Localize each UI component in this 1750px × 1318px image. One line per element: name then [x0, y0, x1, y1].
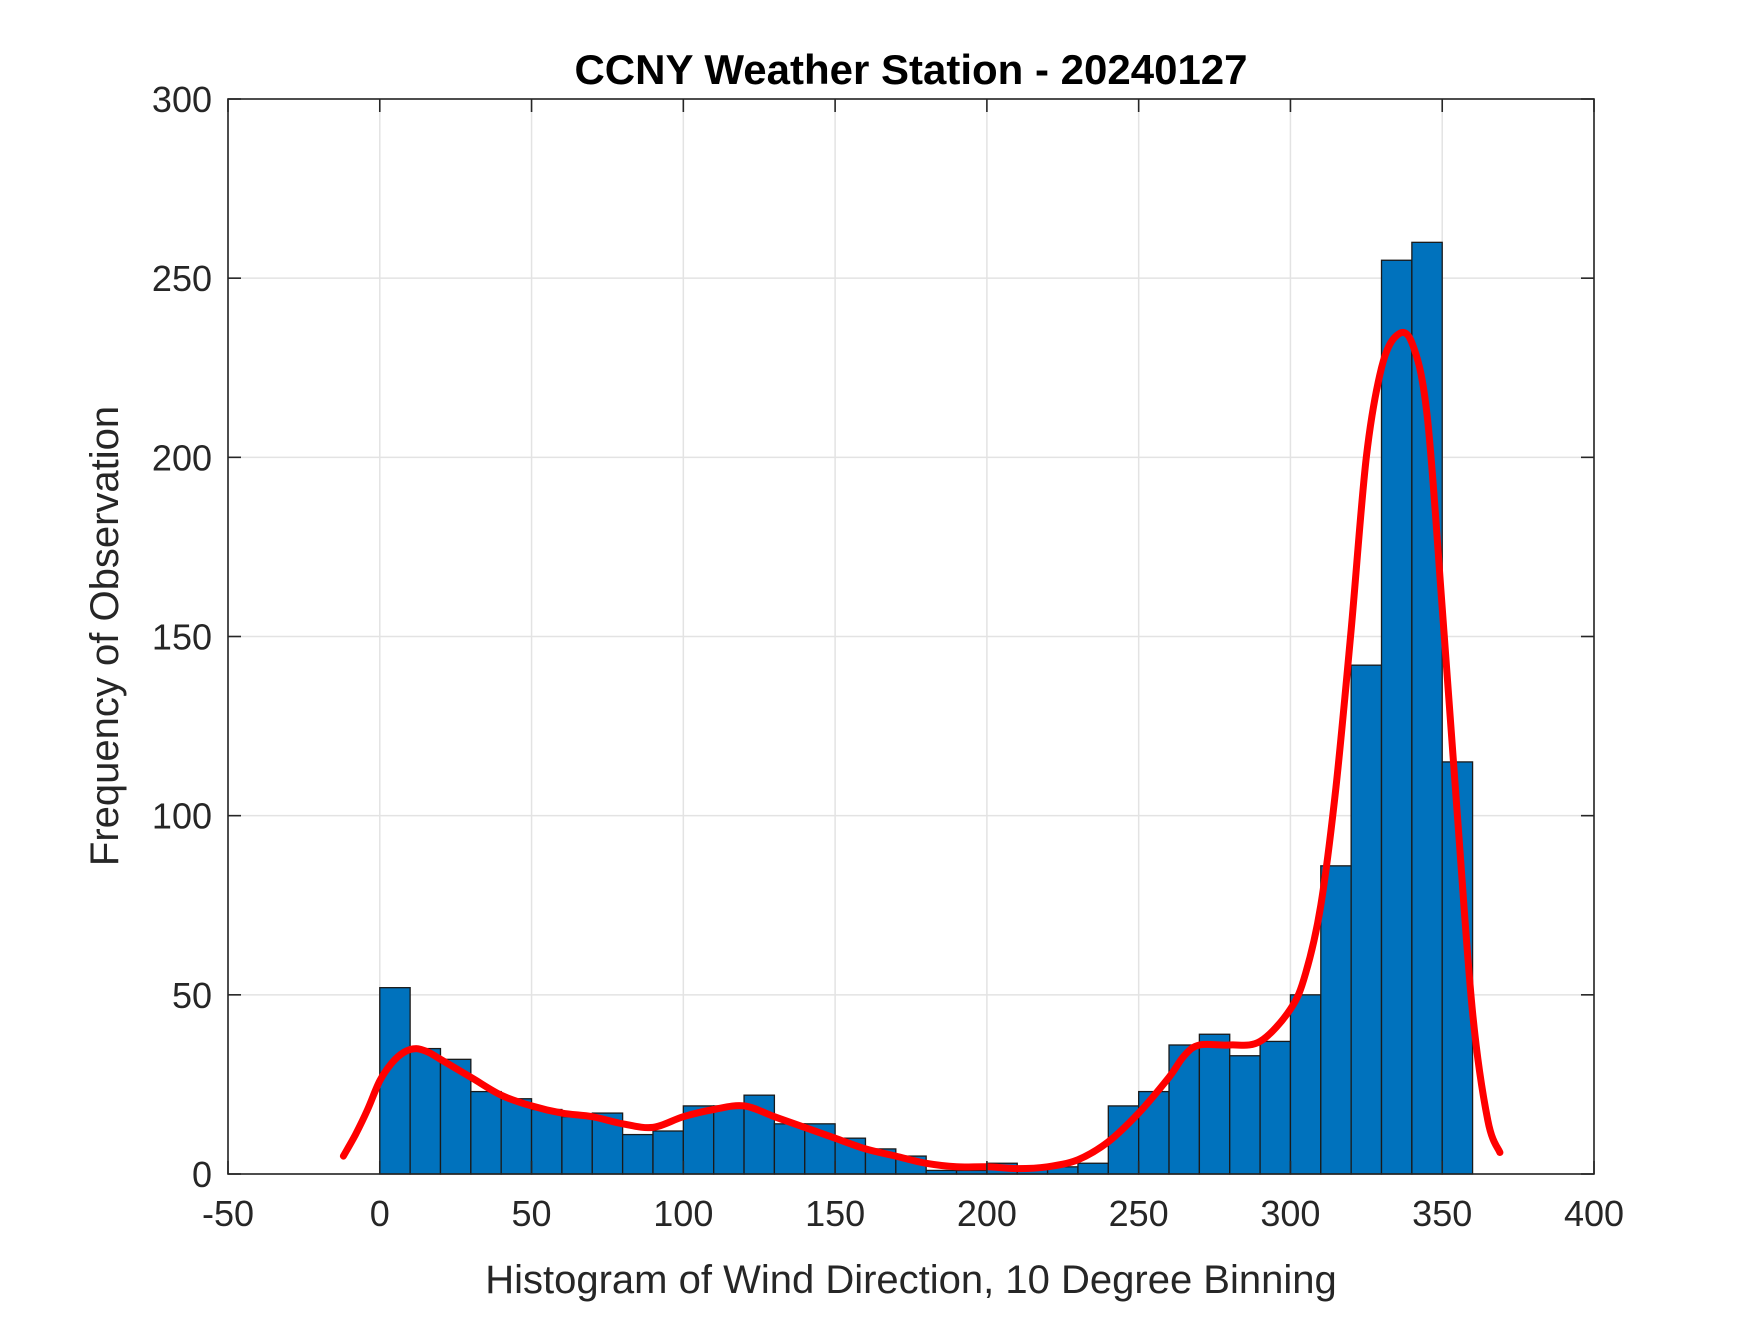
x-tick-label: 200 — [957, 1193, 1017, 1234]
histogram-bar — [409, 1047, 442, 1175]
histogram-bar — [470, 1090, 502, 1175]
y-axis-label: Frequency of Observation — [83, 406, 127, 866]
y-tick-label: 150 — [152, 617, 212, 658]
y-tick-label: 50 — [172, 975, 212, 1016]
histogram-bar — [1411, 241, 1443, 1175]
x-tick-label: 350 — [1412, 1193, 1472, 1234]
density-curve-layer — [339, 328, 1504, 1173]
histogram-bar — [1198, 1033, 1231, 1175]
histogram-bar — [1320, 865, 1352, 1175]
histogram-bar — [379, 987, 411, 1175]
histogram-bar — [652, 1130, 684, 1175]
x-tick-label: 0 — [370, 1193, 390, 1234]
x-tick-label: 150 — [805, 1193, 865, 1234]
histogram-bar — [500, 1098, 533, 1175]
x-tick-label: 400 — [1564, 1193, 1624, 1234]
histogram-bar — [1168, 1044, 1201, 1175]
density-curve — [339, 328, 1504, 1173]
y-tick-label: 300 — [152, 79, 212, 120]
x-tick-label: 250 — [1109, 1193, 1169, 1234]
histogram-bar — [530, 1108, 563, 1175]
histogram-bar — [1380, 259, 1413, 1175]
histogram-bar — [1259, 1040, 1292, 1175]
axis-ticks — [227, 98, 1595, 1175]
histogram-bar — [773, 1123, 806, 1175]
histogram-bar — [561, 1116, 593, 1175]
x-tick-label: 50 — [512, 1193, 552, 1234]
y-tick-label: 250 — [152, 258, 212, 299]
x-tick-label: 300 — [1260, 1193, 1320, 1234]
histogram-bar — [439, 1058, 472, 1175]
y-tick-label: 200 — [152, 437, 212, 478]
histogram-bar — [1350, 664, 1383, 1175]
y-tick-label: 100 — [152, 796, 212, 837]
histogram-bar — [1289, 994, 1322, 1175]
histogram-bar — [1229, 1055, 1261, 1175]
y-axis-tick-labels: 0 50 100 150 200 250 300 — [152, 79, 212, 1195]
histogram-bar — [621, 1133, 654, 1175]
x-axis-tick-labels: -50 0 50 100 150 200 250 300 350 400 — [202, 1193, 1624, 1234]
histogram-bar — [713, 1105, 745, 1175]
histogram-bar — [1077, 1162, 1109, 1175]
x-axis-label: Histogram of Wind Direction, 10 Degree B… — [485, 1258, 1337, 1302]
x-tick-label: 100 — [653, 1193, 713, 1234]
chart-title: CCNY Weather Station - 20240127 — [574, 46, 1247, 93]
x-tick-label: -50 — [202, 1193, 254, 1234]
y-tick-label: 0 — [192, 1154, 212, 1195]
